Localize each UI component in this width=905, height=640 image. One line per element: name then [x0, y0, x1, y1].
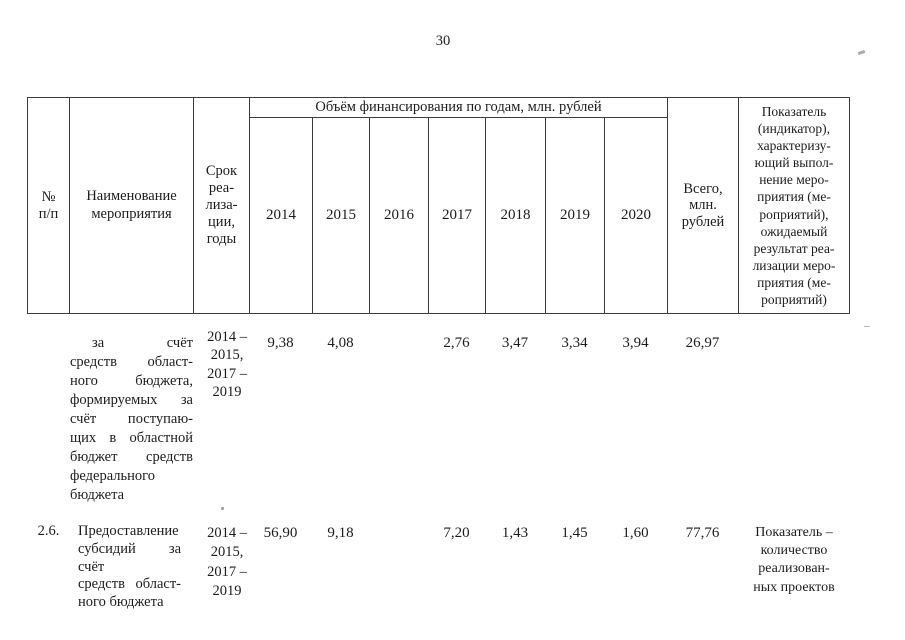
header-cell-year-2020: 2020: [604, 117, 668, 314]
activity-name-line: средств област-: [70, 354, 193, 370]
activity-name-line: формируемых за: [70, 392, 193, 408]
activity-name-line: средств област-: [78, 576, 181, 593]
table-row-1-value-2014: 9,38: [267, 335, 294, 351]
table-row-2-number: 2.6.: [37, 523, 60, 539]
table-row-1-value-2018: 3,47: [501, 335, 529, 351]
table-row-1-total: 26,97: [685, 335, 720, 351]
table-row-2-value-2019: 1,45: [561, 525, 588, 541]
table-row-2-total: 77,76: [685, 525, 720, 541]
table-row-1-activity-name: за счёт средств област- ного бюджета, фо…: [70, 334, 193, 505]
scan-artifact: [857, 49, 866, 56]
header-cell-financing-span: Объём финансирования по годам, млн. рубл…: [249, 97, 668, 118]
table-row-2-indicator: Показатель – количество реализован- ных …: [753, 525, 835, 595]
table-row-2-value-2018: 1,43: [501, 525, 529, 541]
header-cell-total: Всего, млн. рублей: [667, 97, 739, 314]
activity-name-line: счёт поступаю-: [70, 411, 193, 427]
table-row-1-value-2020: 3,94: [622, 335, 649, 351]
header-cell-year-2014: 2014: [249, 117, 313, 314]
header-cell-implementation-period: Срок реа- лиза- ции, годы: [193, 97, 250, 314]
table-row-1-value-2015: 4,08: [327, 335, 354, 351]
table-row-2-value-2017: 7,20: [443, 525, 470, 541]
table-row-2-value-2015: 9,18: [327, 525, 354, 541]
activity-name-line: бюджета: [70, 487, 125, 503]
activity-name-line: ного бюджета: [78, 594, 164, 611]
scan-artifact: [864, 326, 870, 327]
table-row-2-period: 2014 – 2015, 2017 – 2019: [207, 525, 247, 600]
header-cell-year-2017: 2017: [428, 117, 486, 314]
page-number: 30: [435, 33, 451, 49]
header-cell-activity-name: Наименование мероприятия: [69, 97, 194, 314]
table-row-1-period: 2014 – 2015, 2017 – 2019: [207, 329, 247, 400]
activity-name-line: Предоставление: [78, 523, 179, 539]
header-cell-year-2019: 2019: [545, 117, 605, 314]
table-row-2-activity-name: Предоставление субсидий за счёт средств …: [78, 523, 181, 612]
table-row-2-value-2020: 1,60: [622, 525, 649, 541]
activity-name-line: субсидий за счёт: [78, 540, 181, 575]
header-cell-year-2016: 2016: [369, 117, 429, 314]
header-cell-row-number: № п/п: [27, 97, 70, 314]
header-cell-year-2018: 2018: [485, 117, 546, 314]
activity-name-line: щих в областной: [70, 430, 193, 446]
header-cell-year-2015: 2015: [312, 117, 370, 314]
activity-name-line: за счёт: [92, 335, 193, 351]
table-row-1-value-2019: 3,34: [561, 335, 588, 351]
table-row-2-value-2014: 56,90: [263, 525, 298, 541]
activity-name-line: федерального: [70, 468, 155, 484]
scan-artifact: [221, 507, 224, 510]
table-row-1-value-2017: 2,76: [443, 335, 470, 351]
activity-name-line: ного бюджета,: [70, 373, 193, 389]
activity-name-line: бюджет средств: [70, 449, 193, 465]
header-cell-indicator: Показатель (индикатор), характеризу- ющи…: [738, 97, 850, 314]
